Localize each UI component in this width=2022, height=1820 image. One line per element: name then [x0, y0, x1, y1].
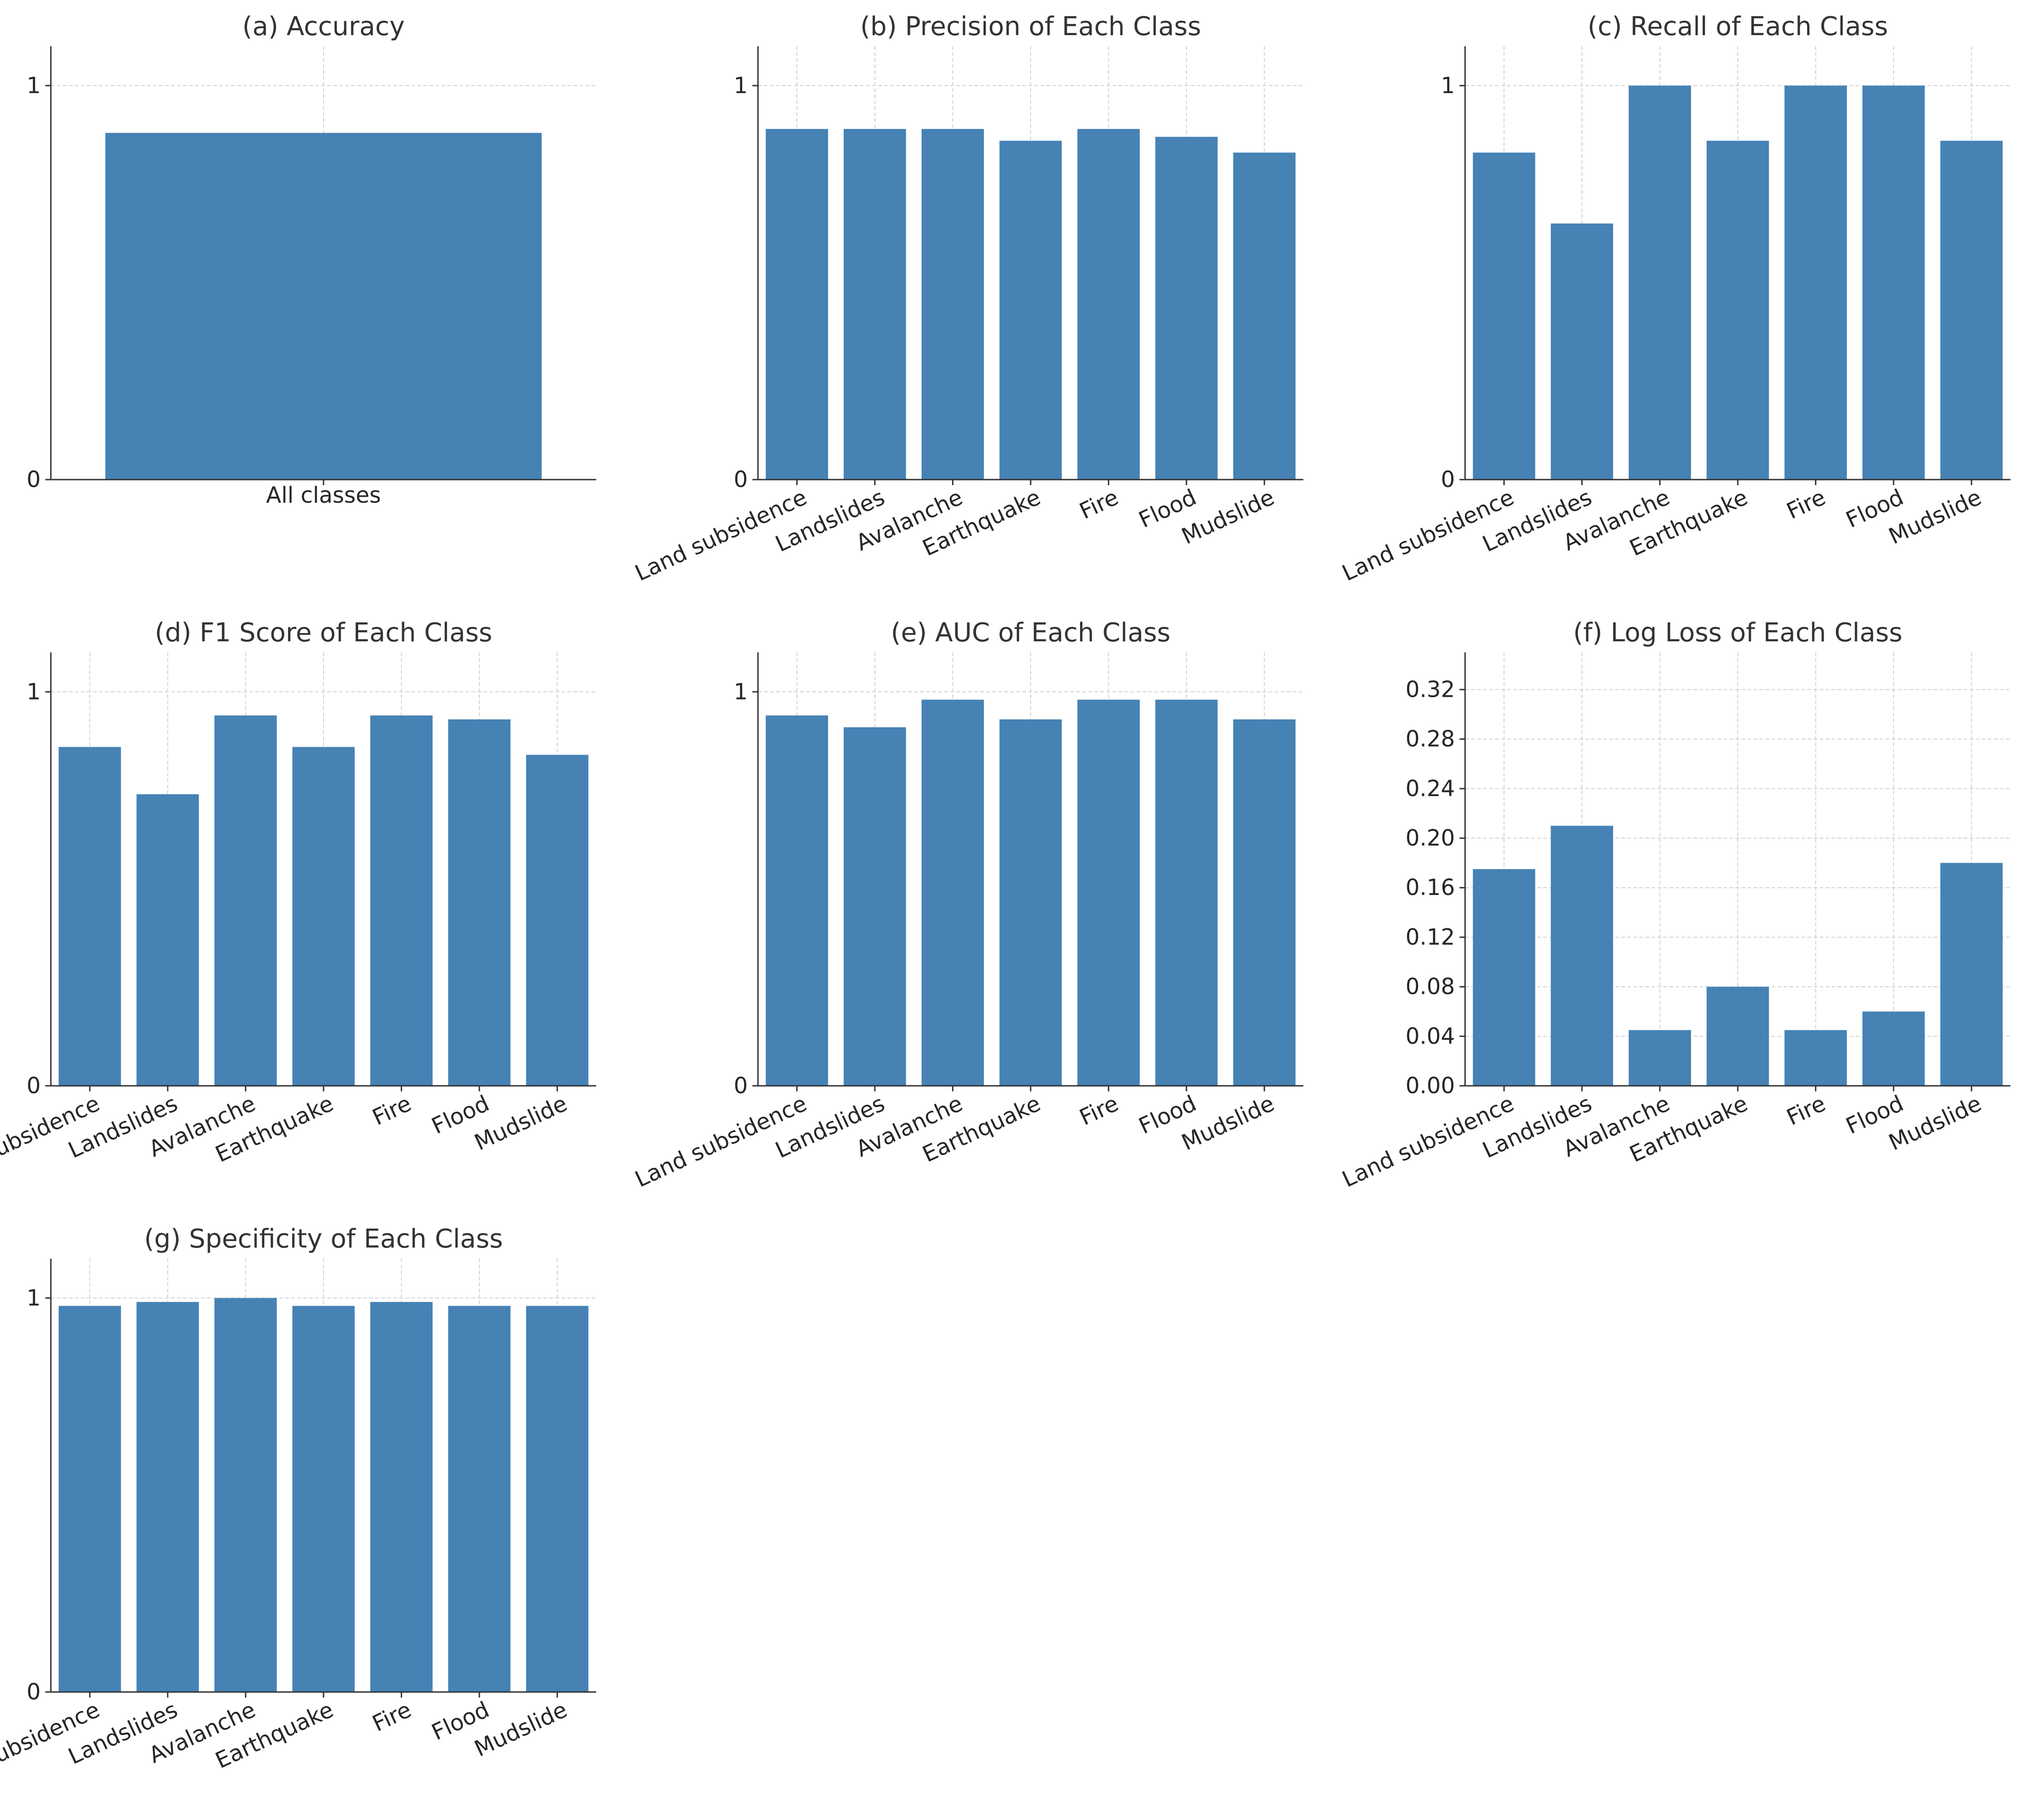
chart-title: (d) F1 Score of Each Class [155, 618, 492, 648]
chart-title: (e) AUC of Each Class [891, 618, 1170, 648]
bar-land-subsidence [765, 129, 828, 480]
x-tick-label: Fire [368, 1090, 415, 1131]
bar-flood [1155, 700, 1218, 1086]
bar-land-subsidence [58, 747, 121, 1086]
bar-flood [448, 719, 511, 1086]
y-tick-label: 1 [733, 679, 748, 705]
bar-fire [1077, 700, 1140, 1086]
bar-avalanche [922, 700, 984, 1086]
y-tick-label: 1 [26, 73, 41, 98]
bar-all-classes [105, 133, 542, 480]
bar-landslides [136, 794, 199, 1086]
y-tick-label: 0.12 [1405, 924, 1455, 950]
chart-panel-5: 0.000.040.080.120.160.200.240.280.32Land… [1338, 618, 2010, 1193]
y-tick-label: 0 [733, 1073, 748, 1099]
bar-mudslide [1940, 140, 2003, 480]
bar-land-subsidence [765, 715, 828, 1086]
bar-landslides [1551, 223, 1613, 480]
y-tick-label: 0.04 [1405, 1023, 1455, 1049]
bar-flood [1862, 85, 1925, 480]
bar-fire [1784, 85, 1847, 480]
y-tick-label: 0 [1441, 467, 1455, 493]
x-tick-label: All classes [266, 482, 381, 508]
y-tick-label: 0.16 [1405, 875, 1455, 901]
bar-earthquake [999, 719, 1062, 1086]
y-tick-label: 1 [26, 679, 41, 705]
y-tick-label: 0 [733, 467, 748, 493]
y-tick-label: 1 [26, 1285, 41, 1311]
x-tick-label: Fire [368, 1697, 415, 1737]
bar-earthquake [292, 747, 355, 1086]
y-tick-label: 0.32 [1405, 676, 1455, 702]
chart-title: (b) Precision of Each Class [860, 12, 1201, 42]
bar-earthquake [292, 1306, 355, 1692]
bar-mudslide [1233, 719, 1296, 1086]
bar-earthquake [1706, 986, 1769, 1086]
bar-landslides [136, 1302, 199, 1692]
bar-avalanche [214, 1298, 277, 1692]
bar-earthquake [999, 140, 1062, 480]
chart-panel-0: 0 1 All classes (a) Accuracy [26, 12, 596, 508]
y-tick-label: 1 [1441, 73, 1455, 98]
chart-title: (g) Specificity of Each Class [144, 1224, 503, 1254]
chart-title: (f) Log Loss of Each Class [1573, 618, 1903, 648]
y-tick-label: 0 [26, 1073, 41, 1099]
bar-landslides [843, 129, 906, 480]
bar-landslides [1551, 826, 1613, 1086]
x-tick-label: Fire [1075, 1090, 1122, 1131]
y-tick-label: 0.00 [1405, 1073, 1455, 1099]
bar-fire [1784, 1030, 1847, 1086]
bar-land-subsidence [1472, 869, 1535, 1086]
bar-avalanche [922, 129, 984, 480]
chart-title: (a) Accuracy [242, 12, 404, 42]
bar-avalanche [214, 715, 277, 1086]
bar-flood [1155, 137, 1218, 480]
chart-title: (c) Recall of Each Class [1588, 12, 1888, 42]
x-tick-label: Fire [1075, 484, 1122, 524]
bar-fire [370, 715, 433, 1086]
bar-mudslide [526, 1306, 589, 1692]
bar-avalanche [1629, 85, 1691, 480]
bar-avalanche [1629, 1030, 1691, 1086]
bar-landslides [843, 727, 906, 1086]
bar-land-subsidence [1472, 152, 1535, 480]
y-tick-label: 0.20 [1405, 825, 1455, 851]
y-tick-label: 0 [26, 1679, 41, 1705]
bar-flood [448, 1306, 511, 1692]
x-tick-label: Fire [1783, 484, 1829, 524]
bar-mudslide [1233, 152, 1296, 480]
y-tick-label: 0 [26, 467, 41, 493]
y-tick-label: 1 [733, 73, 748, 98]
bar-mudslide [1940, 863, 2003, 1086]
y-tick-label: 0.28 [1405, 726, 1455, 752]
bar-mudslide [526, 755, 589, 1086]
bar-land-subsidence [58, 1306, 121, 1692]
bar-fire [1077, 129, 1140, 480]
bar-flood [1862, 1011, 1925, 1086]
y-tick-label: 0.08 [1405, 974, 1455, 1000]
bar-earthquake [1706, 140, 1769, 480]
y-tick-label: 0.24 [1405, 776, 1455, 802]
bar-fire [370, 1302, 433, 1692]
x-tick-label: Fire [1783, 1090, 1829, 1131]
